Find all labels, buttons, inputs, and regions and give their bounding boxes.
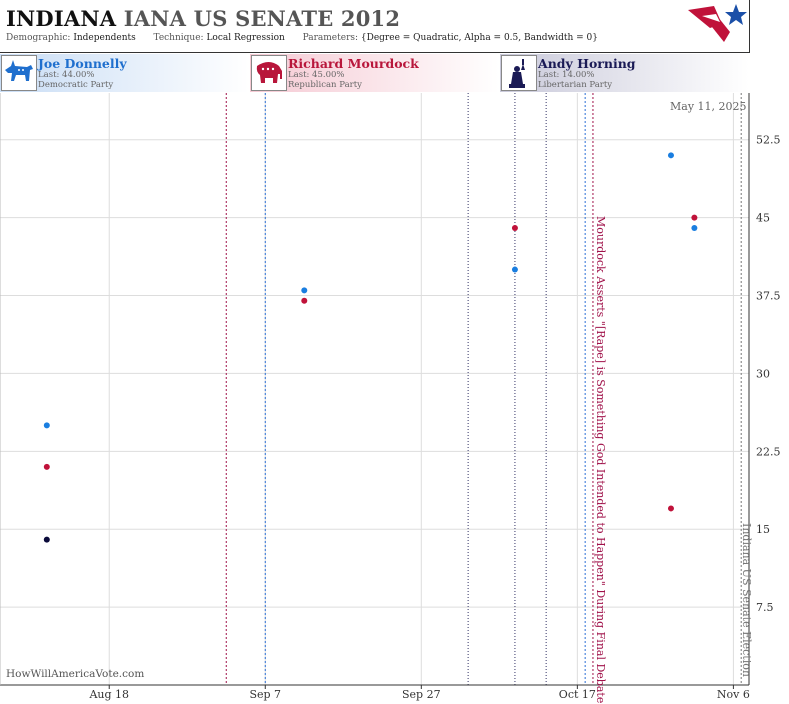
data-point [667, 152, 674, 159]
x-tick-label: Oct 17 [559, 688, 596, 701]
candidate-last: Last: 44.00% [38, 70, 95, 80]
legend-item-mourdock: Richard Mourdock Last: 45.00% Republican… [250, 54, 499, 92]
chart-header: INDIANA IANA US SENATE 2012 Demographic:… [0, 0, 750, 53]
data-point [43, 536, 50, 543]
candidate-name: Joe Donnelly [38, 56, 127, 71]
candidate-last: Last: 45.00% [288, 70, 345, 80]
data-point [301, 287, 308, 294]
gridlines [0, 93, 749, 685]
elephant-icon [251, 55, 287, 91]
data-point [511, 225, 518, 232]
event-lines [225, 93, 742, 685]
data-point [667, 505, 674, 512]
candidate-last: Last: 14.00% [538, 70, 595, 80]
x-tick-label: Sep 27 [402, 688, 441, 701]
candidate-party: Libertarian Party [538, 80, 613, 90]
annotations: Mourdock Asserts "[Rape] is Something Go… [594, 216, 753, 703]
data-point [691, 225, 698, 232]
legend-item-donnelly: Joe Donnelly Last: 44.00% Democratic Par… [0, 54, 249, 92]
chart-title: INDIANA IANA US SENATE 2012 [6, 6, 400, 31]
site-logo-icon [688, 4, 747, 42]
x-tick-label: Nov 6 [717, 688, 750, 701]
donkey-icon [1, 55, 37, 91]
data-points [43, 152, 698, 543]
tick-labels: 7.5 15 22.5 30 37.5 45 52.5 Aug 18 Sep 7 Sep 27 Oc… [88, 134, 780, 701]
data-point [511, 266, 518, 273]
technique-value: Local Regression [206, 33, 285, 43]
liberty-icon [501, 55, 537, 91]
x-tick-label: Sep 7 [249, 688, 281, 701]
event-annotation: Indiana US Senate Election [740, 523, 753, 677]
event-annotation: Mourdock Asserts "[Rape] is Something Go… [594, 216, 607, 703]
data-point [43, 463, 50, 470]
y-tick-label: 45 [756, 212, 770, 225]
y-tick-label: 15 [756, 523, 770, 536]
candidate-name: Richard Mourdock [288, 56, 419, 71]
y-tick-label: 37.5 [756, 290, 781, 303]
y-tick-label: 22.5 [756, 445, 781, 458]
site-credit: HowWillAmericaVote.com [6, 668, 145, 680]
y-tick-label: 30 [756, 367, 770, 380]
date-stamp: May 11, 2025 [670, 100, 747, 113]
legend-item-horning: Andy Horning Last: 14.00% Libertarian Pa… [500, 54, 749, 92]
data-point [43, 422, 50, 429]
demographic-value: Independents [73, 33, 136, 43]
x-tick-label: Aug 18 [88, 688, 129, 701]
candidate-party: Republican Party [288, 80, 362, 90]
data-point [301, 297, 308, 304]
parameters-value: {Degree = Quadratic, Alpha = 0.5, Bandwi… [360, 33, 598, 43]
y-tick-label: 52.5 [756, 134, 781, 147]
technique-label: Technique: [153, 33, 204, 43]
candidate-name: Andy Horning [538, 56, 636, 71]
title-race: IANA US SENATE 2012 [123, 6, 401, 31]
y-tick-label: 7.5 [756, 601, 774, 614]
parameters-label: Parameters: [302, 33, 359, 43]
candidate-party: Democratic Party [38, 80, 114, 90]
candidate-legend: Joe Donnelly Last: 44.00% Democratic Par… [0, 54, 749, 92]
demographic-label: Demographic: [6, 33, 71, 43]
title-state: INDIANA [6, 6, 117, 31]
parameters-line: Demographic: Independents Technique: Loc… [6, 33, 598, 43]
data-point [691, 214, 698, 221]
